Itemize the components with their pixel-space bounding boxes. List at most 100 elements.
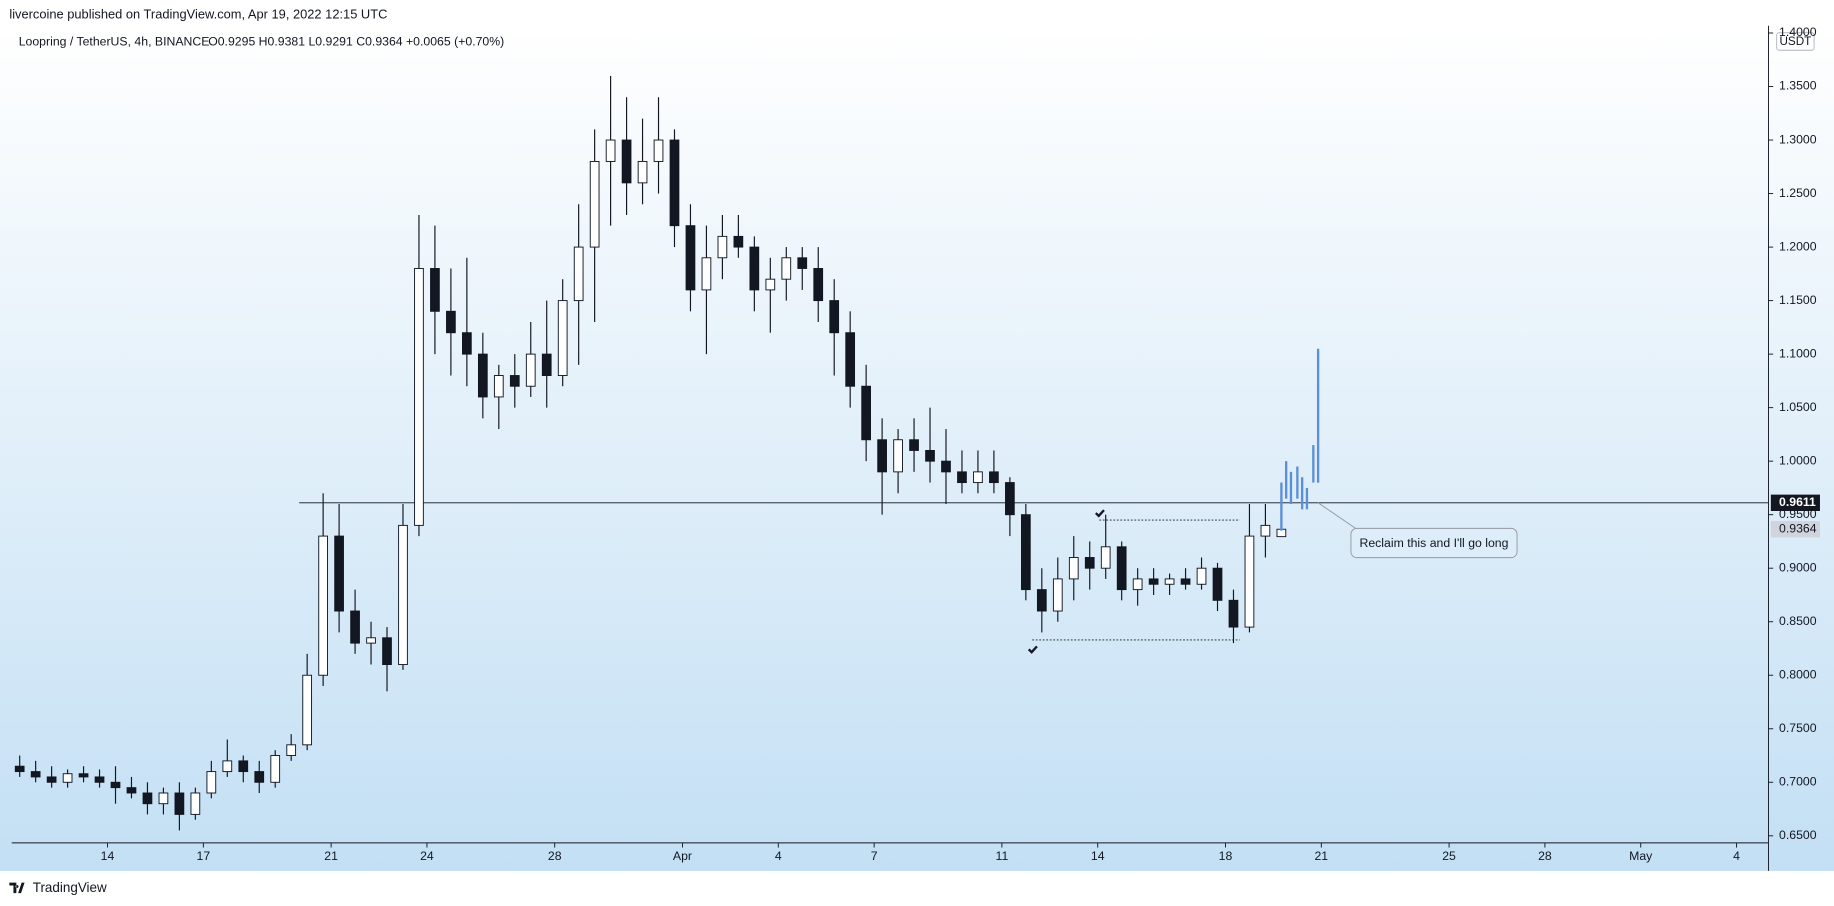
y-tick-label: 0.6500 [1779, 828, 1817, 842]
currency: USDT [1779, 35, 1811, 48]
y-tick-label: 0.8000 [1779, 667, 1817, 681]
candle-body [797, 257, 808, 269]
candle-body [78, 773, 89, 778]
candle-body [1020, 514, 1031, 591]
candle-body [14, 765, 25, 773]
x-tick-label: 28 [1538, 849, 1552, 863]
candle-body [1244, 535, 1255, 628]
candle-body [1164, 578, 1175, 585]
candle-body [334, 535, 344, 612]
level-price-label: 0.9611 [1779, 495, 1816, 509]
candle-body [477, 353, 488, 398]
candle-body [1036, 589, 1047, 612]
candle-body [158, 792, 169, 805]
x-tick-label: 14 [1091, 849, 1105, 863]
candle-body [557, 300, 568, 376]
candle-body [462, 332, 472, 355]
x-tick-label: 11 [996, 849, 1009, 863]
y-tick-label: 0.7000 [1779, 775, 1817, 789]
symbol-legend: Loopring / TetherUS, 4h, BINANCE [19, 34, 210, 48]
last-price-label: 0.9364 [1779, 521, 1817, 535]
candle-body [701, 257, 712, 291]
y-tick-label: 1.3500 [1779, 79, 1817, 93]
candle-body [302, 674, 313, 746]
candle-body [525, 353, 536, 387]
candle-body [414, 268, 424, 526]
candle-body [861, 385, 872, 441]
candle-body [1180, 578, 1191, 585]
candle-body [238, 760, 249, 773]
candle-body [206, 771, 217, 794]
y-tick-label: 1.4000 [1779, 25, 1817, 39]
y-tick-label: 0.9000 [1779, 560, 1817, 574]
candle-body [813, 268, 824, 302]
candle-body [126, 787, 137, 794]
x-tick-label: 21 [1314, 849, 1328, 863]
callout-pointer [1317, 502, 1360, 532]
candle-body [46, 776, 57, 783]
candle-body [1132, 578, 1143, 591]
checkmark [1027, 645, 1038, 654]
x-tick-label: 17 [197, 849, 211, 863]
candle-body [493, 375, 504, 398]
candle-body [653, 139, 664, 162]
author-line: livercoine published on TradingView.com,… [9, 7, 387, 22]
candle-body [941, 460, 951, 473]
callout-box [1350, 527, 1518, 559]
y-tick-label: 0.7500 [1779, 721, 1817, 735]
candle-body [286, 744, 297, 756]
candle-body [829, 300, 840, 334]
last-price-box [1770, 521, 1820, 538]
checkmark [1094, 509, 1105, 518]
candle-body [541, 353, 552, 376]
candle-body [1260, 524, 1271, 537]
candle-body [893, 439, 903, 473]
candle-body [446, 310, 456, 334]
candle-body [877, 439, 887, 473]
candle-body [765, 278, 776, 291]
candle-body [1084, 557, 1095, 569]
candle-body [589, 160, 600, 248]
candle-body [845, 332, 856, 387]
y-tick-label: 1.1500 [1779, 293, 1817, 307]
candle-body [973, 471, 983, 484]
candle-body [1100, 546, 1111, 569]
y-tick-label: 1.2000 [1779, 239, 1817, 253]
candle-body [621, 139, 632, 184]
x-tick-label: 24 [420, 849, 434, 863]
candle-body [190, 792, 201, 815]
y-tick-label: 1.0500 [1779, 400, 1817, 414]
candle-body [573, 246, 584, 302]
candle-body [1068, 557, 1079, 580]
x-tick-label: 4 [1733, 849, 1740, 863]
candle-body [30, 771, 41, 778]
currency-box [1776, 32, 1815, 51]
candle-body [909, 439, 919, 451]
candle-body [957, 471, 967, 484]
candle-body [174, 792, 185, 815]
y-tick-label: 0.8500 [1779, 614, 1817, 628]
x-tick-label: 21 [324, 849, 338, 863]
candle-body [62, 773, 73, 783]
candle-body [254, 771, 265, 783]
candle-body [781, 257, 792, 280]
x-tick-label: May [1629, 849, 1653, 863]
candle-body [350, 610, 360, 644]
x-tick-label: 4 [775, 849, 782, 863]
candle-body [1005, 482, 1015, 516]
ohlc-legend: O0.9295 H0.9381 L0.9291 C0.9364 +0.0065 … [208, 34, 504, 48]
x-tick-label: 25 [1442, 849, 1456, 863]
plot-area: 0.65000.70000.75000.80000.85000.90000.95… [14, 25, 1820, 863]
candle-body [1196, 567, 1207, 585]
x-tick-label: 18 [1219, 849, 1233, 863]
y-tick-label: 1.3000 [1779, 132, 1817, 146]
candle-body [110, 781, 121, 789]
y-tick-label: 1.2500 [1779, 186, 1817, 200]
candle-body [382, 637, 392, 666]
footer-logo [9, 882, 25, 894]
candle-body [270, 755, 281, 783]
candle-body [733, 235, 744, 248]
callout-text: Reclaim this and I'll go long [1359, 536, 1508, 550]
candle-body [509, 375, 520, 387]
candle-body [1148, 578, 1159, 585]
